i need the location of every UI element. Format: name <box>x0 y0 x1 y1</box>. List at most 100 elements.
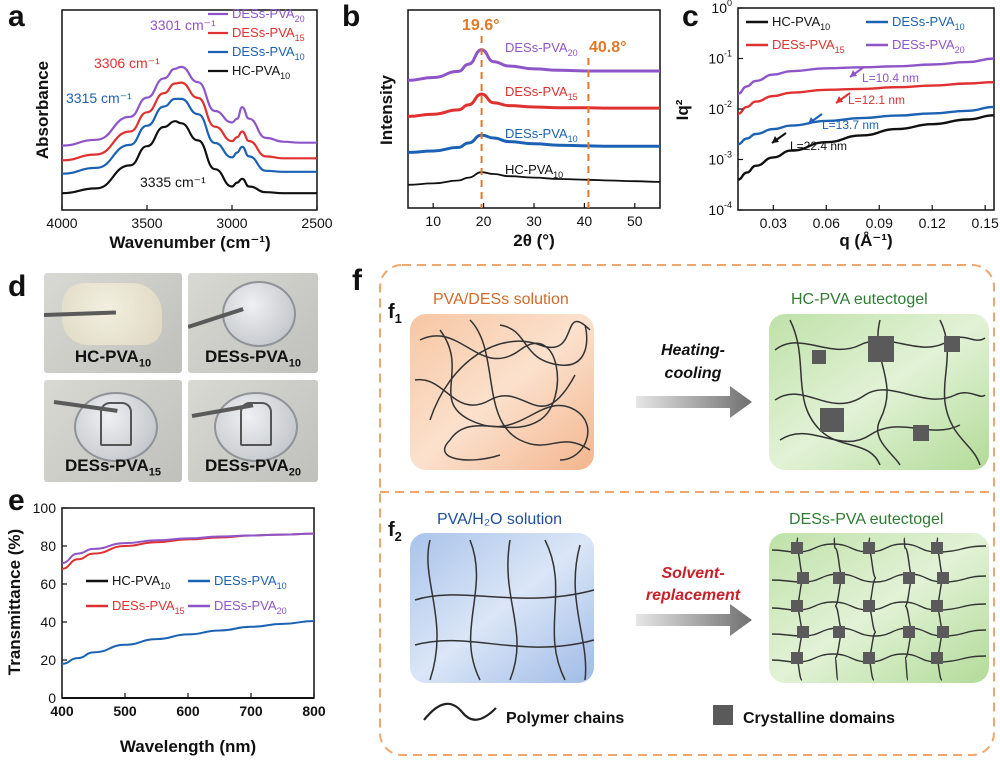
b-xlabel: 2θ (°) <box>513 231 555 250</box>
c-xtick-label: 0.09 <box>866 215 893 231</box>
polymer-chain <box>779 424 961 443</box>
f1-solution-box <box>410 314 594 470</box>
polymer-chain <box>414 589 595 601</box>
crystalline-domain <box>820 408 844 432</box>
panel-label-f: f <box>352 264 363 297</box>
crystalline-domain <box>903 572 915 584</box>
a-legend-entry: DESs-PVA15 <box>232 25 305 43</box>
a-series-line-2 <box>61 97 317 175</box>
plot-frame-a <box>61 9 318 211</box>
b-peak1-label: 19.6° <box>462 17 500 34</box>
c-ylabel: Iq² <box>673 99 692 120</box>
photo-dess-pva20: DESs-PVA20 <box>188 380 318 482</box>
c-length-arrowhead <box>808 117 815 124</box>
e-legend: HC-PVA10 DESs-PVA10 DESs-PVA15 DESs-PVA20 <box>86 573 287 616</box>
crystalline-domain <box>791 652 803 664</box>
crystalline-domain <box>797 626 809 638</box>
b-series-line-1 <box>407 92 660 118</box>
f2-process-arrow <box>636 604 752 636</box>
f-legend-chain-text: Polymer chains <box>506 710 624 727</box>
crystalline-domain <box>868 336 894 362</box>
a-legend-entry: HC-PVA10 <box>232 63 290 81</box>
crystalline-domain <box>937 626 949 638</box>
b-xtick-label: 20 <box>476 213 492 229</box>
c-length-arrowhead <box>850 70 857 77</box>
e-ytick-label: 40 <box>40 614 56 630</box>
photo-caption-3: DESs-PVA15 <box>64 455 161 478</box>
a-ylabel: Absorbance <box>33 61 52 159</box>
polymer-chain <box>429 320 591 421</box>
panel-a: a 4000 3500 3000 2500 Wavenumber (cm⁻¹) Abs… <box>8 0 333 252</box>
logo-outline <box>240 402 272 446</box>
e-xtick-label: 800 <box>302 703 326 719</box>
crystalline-domain <box>833 572 845 584</box>
c-legend-entry: DESs-PVA20 <box>892 37 965 55</box>
f1-polymer-chains <box>414 319 591 461</box>
polymer-chain <box>469 319 591 451</box>
c-legend-entry: HC-PVA10 <box>772 14 830 32</box>
c-length-arrowhead <box>772 136 779 143</box>
c-series-line-1 <box>737 105 995 146</box>
c-length-labels: L=22.4 nm L=13.7 nm L=12.1 nm L=10.4 nm <box>771 66 919 153</box>
panel-f: f f1 PVA/DESs solution HC-PVA eutectogel… <box>352 264 995 756</box>
polymer-chain <box>774 389 986 405</box>
panel-label-b: b <box>342 0 360 33</box>
f2-right-title: DESs-PVA eutectogel <box>789 511 943 528</box>
c-length-label: L=12.1 nm <box>848 93 905 107</box>
b-series-line-3 <box>407 171 661 186</box>
polymer-chain <box>789 319 881 466</box>
f-dashed-frame <box>379 264 995 756</box>
polymer-chain <box>414 374 576 407</box>
a-peak-label-hc: 3335 cm⁻¹ <box>140 174 206 190</box>
polymer-chain <box>427 539 438 681</box>
panel-e: e 400 500 600 700 800 0 20 40 60 80 100 Wavelengt… <box>5 484 326 756</box>
f1-arrow-text-2: cooling <box>665 365 722 382</box>
a-xticks: 4000 3500 3000 2500 <box>46 205 333 231</box>
polymer-chain <box>574 544 587 681</box>
crystalline-domain <box>791 600 803 612</box>
a-peak-label-20: 3301 cm⁻¹ <box>150 17 216 33</box>
a-series-line-1 <box>61 81 317 162</box>
e-ytick-label: 80 <box>40 538 56 554</box>
photo-caption-4: DESs-PVA20 <box>204 455 301 478</box>
crystalline-domain <box>833 626 845 638</box>
polymer-chain <box>469 539 481 681</box>
b-ylabel: Intensity <box>377 75 396 145</box>
e-ytick-label: 60 <box>40 576 56 592</box>
c-curves <box>737 57 995 181</box>
c-length-arrowhead <box>836 96 843 103</box>
e-yticks: 0 20 40 60 80 100 <box>33 500 67 706</box>
c-series-line-0 <box>737 114 995 181</box>
e-xtick-label: 500 <box>113 703 137 719</box>
transparent-gel-disc <box>222 281 296 347</box>
c-length-label: L=13.7 nm <box>822 118 879 132</box>
f2-left-title: PVA/H₂O solution <box>437 511 562 528</box>
c-yticks: 100 10-1 10-2 10-3 10-4 <box>708 0 743 218</box>
f1-label: f1 <box>388 301 402 326</box>
panel-label-a: a <box>8 0 25 33</box>
a-xtick-label: 2500 <box>301 215 332 231</box>
e-legend-entry: DESs-PVA10 <box>214 573 287 591</box>
a-xlabel: Wavenumber (cm⁻¹) <box>109 233 270 252</box>
c-xtick-label: 0.06 <box>813 215 840 231</box>
crystalline-domain <box>931 600 943 612</box>
c-legend: HC-PVA10 DESs-PVA10 DESs-PVA15 DESs-PVA20 <box>746 14 965 55</box>
e-xtick-label: 700 <box>239 703 263 719</box>
a-curves <box>61 65 317 195</box>
b-xtick-label: 50 <box>627 213 643 229</box>
crystalline-domain <box>937 572 949 584</box>
f2-arrow-text-2: replacement <box>646 587 741 604</box>
f2-label: f2 <box>388 519 402 544</box>
b-series-name: HC-PVA10 <box>505 162 563 180</box>
polymer-chain <box>544 539 566 681</box>
b-series-name: DESs-PVA15 <box>505 84 578 102</box>
c-xtick-label: 0.03 <box>760 215 787 231</box>
e-legend-entry: DESs-PVA20 <box>214 598 287 616</box>
e-series-line-3 <box>61 532 315 565</box>
photo-caption-2: DESs-PVA10 <box>204 346 301 369</box>
c-length-label: L=10.4 nm <box>862 71 919 85</box>
crystalline-domain <box>797 572 809 584</box>
crystalline-domain <box>931 652 943 664</box>
